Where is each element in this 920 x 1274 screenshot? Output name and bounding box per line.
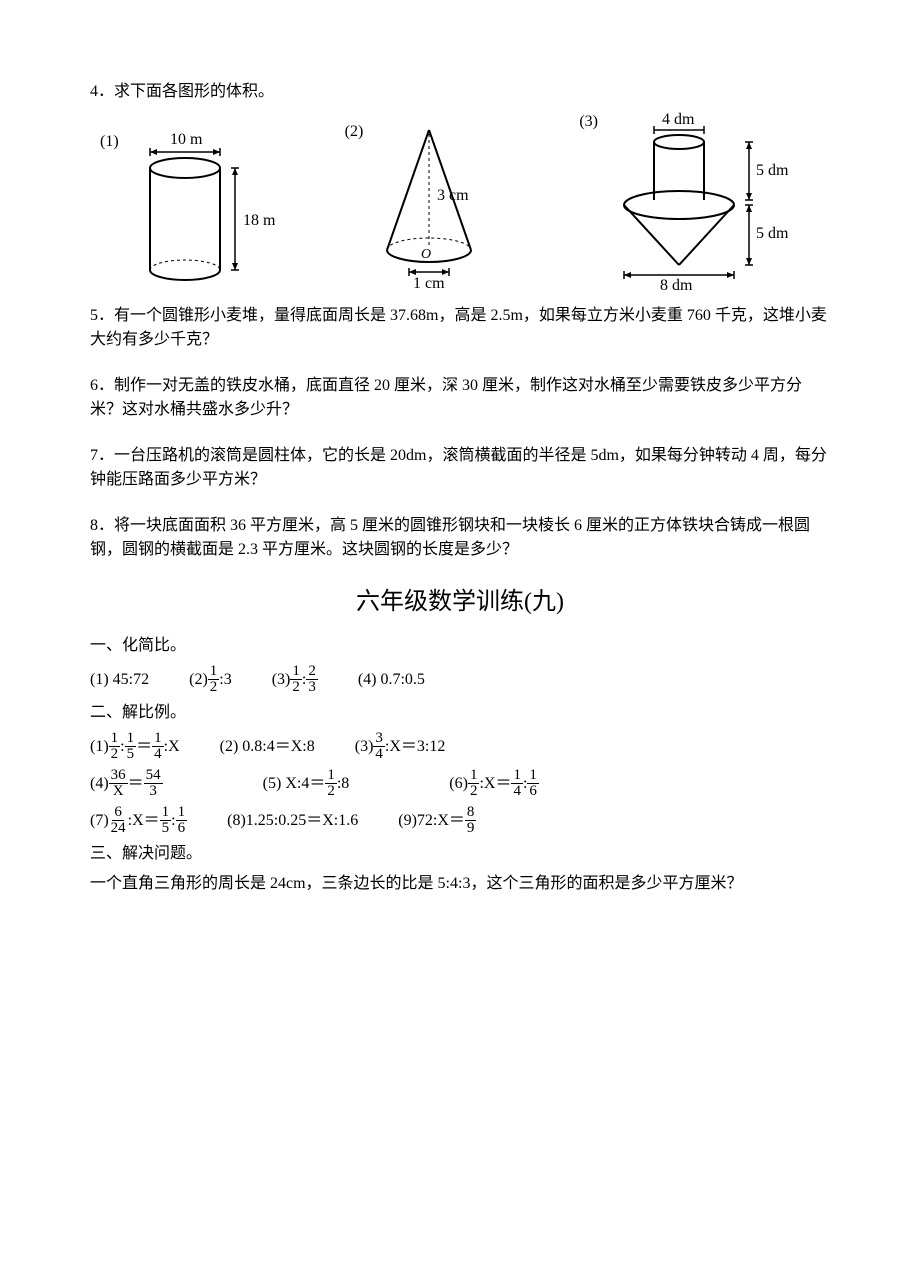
- s2-r1: (1) 12 : 15 ＝ 14 :X (2) 0.8:4＝X:8 (3) 34…: [90, 731, 830, 762]
- fig3-topw: 4 dm: [662, 111, 695, 128]
- s2-i1: (1) 12 : 15 ＝ 14 :X: [90, 731, 180, 762]
- q5: 5．有一个圆锥形小麦堆，量得底面周长是 37.68m，高是 2.5m，如果每立方…: [90, 304, 830, 352]
- s1-head: 一、化简比。: [90, 634, 830, 658]
- frac-num: 1: [208, 664, 220, 680]
- s2-i7: (7) 624 :X＝ 15 : 16: [90, 805, 187, 836]
- frac-num: 6: [112, 805, 124, 821]
- frac-num: 3: [373, 731, 385, 747]
- frac-den: 9: [465, 821, 477, 836]
- q4-figures: (1) 10 m 18 m (2): [90, 110, 830, 290]
- fig1-d-label: 10 m: [170, 131, 203, 148]
- q4-prompt: 4．求下面各图形的体积。: [90, 80, 830, 104]
- txt: :X＝: [479, 772, 511, 796]
- frac-den: 4: [511, 784, 523, 799]
- fig2-d-label: 1 cm: [413, 275, 445, 290]
- fig2-center: O: [421, 247, 431, 262]
- frac-den: 2: [208, 680, 220, 695]
- fig1-label: (1): [100, 130, 119, 154]
- txt: :8: [337, 772, 349, 796]
- fig1-h-label: 18 m: [243, 212, 275, 229]
- frac-num: 1: [325, 768, 337, 784]
- s3-q: 一个直角三角形的周长是 24cm，三条边长的比是 5:4:3，这个三角形的面积是…: [90, 872, 830, 896]
- s2-i5: (5) X:4＝ 12 :8: [263, 768, 350, 799]
- s2-r3: (7) 624 :X＝ 15 : 16 (8)1.25:0.25＝X:1.6 (…: [90, 805, 830, 836]
- fig2-h-label: 3 cm: [437, 187, 469, 204]
- txt: :X: [164, 735, 180, 759]
- txt: (9)72:X＝: [398, 809, 465, 833]
- frac-num: 1: [527, 768, 539, 784]
- frac-den: 4: [152, 747, 164, 762]
- txt: (3): [355, 735, 374, 759]
- fig2-cone: O 3 cm 1 cm: [369, 120, 509, 290]
- frac-den: 2: [290, 680, 302, 695]
- fig1-cylinder: 10 m 18 m: [125, 130, 275, 290]
- s2-i3: (3) 34 :X＝3:12: [355, 731, 446, 762]
- s2-i9: (9)72:X＝ 89: [398, 805, 476, 836]
- q8: 8．将一块底面面积 36 平方厘米，高 5 厘米的圆锥形钢块和一块棱长 6 厘米…: [90, 514, 830, 562]
- frac-den: 6: [527, 784, 539, 799]
- frac-num: 1: [125, 731, 137, 747]
- fig3-composite: 4 dm 5 dm 5 dm: [604, 110, 794, 290]
- frac-den: 3: [306, 680, 318, 695]
- frac-num: 1: [176, 805, 188, 821]
- frac-den: 2: [468, 784, 480, 799]
- s1-i4: (4) 0.7:0.5: [358, 668, 425, 692]
- txt: (5) X:4＝: [263, 772, 326, 796]
- frac-num: 1: [290, 664, 302, 680]
- s1-row: (1) 45:72 (2) 12 :3 (3) 12 : 23 (4) 0.7:…: [90, 664, 830, 695]
- frac-num: 1: [160, 805, 172, 821]
- s2-i8: (8)1.25:0.25＝X:1.6: [227, 809, 358, 833]
- txt: ＝: [128, 772, 144, 796]
- frac-num: 36: [109, 768, 128, 784]
- frac-num: 1: [109, 731, 121, 747]
- frac-den: 24: [109, 821, 128, 836]
- frac-den: 2: [325, 784, 337, 799]
- fig3-both: 5 dm: [756, 225, 789, 242]
- txt: (1): [90, 735, 109, 759]
- frac-den: X: [111, 784, 126, 799]
- s1-i1: (1) 45:72: [90, 668, 149, 692]
- frac-den: 3: [147, 784, 159, 799]
- section-title: 六年级数学训练(九): [90, 584, 830, 620]
- s2-head: 二、解比例。: [90, 701, 830, 725]
- frac-den: 2: [109, 747, 121, 762]
- s2-i6: (6) 12 :X＝ 14 : 16: [449, 768, 539, 799]
- frac-num: 2: [306, 664, 318, 680]
- s2-r2: (4) 36X ＝ 543 (5) X:4＝ 12 :8 (6) 12 :X＝ …: [90, 768, 830, 799]
- s1-i2: (2) 12 :3: [189, 664, 232, 695]
- txt: (7): [90, 809, 109, 833]
- fig3-label: (3): [579, 110, 598, 134]
- s2-i2: (2) 0.8:4＝X:8: [220, 735, 315, 759]
- frac-num: 1: [152, 731, 164, 747]
- s1-i2-pre: (2): [189, 668, 208, 692]
- frac-num: 1: [511, 768, 523, 784]
- q7: 7．一台压路机的滚筒是圆柱体，它的长是 20dm，滚筒横截面的半径是 5dm，如…: [90, 444, 830, 492]
- s1-i3-pre: (3): [272, 668, 291, 692]
- s1-i2-post: :3: [219, 668, 231, 692]
- s1-i3: (3) 12 : 23: [272, 664, 318, 695]
- fig3-toph: 5 dm: [756, 162, 789, 179]
- frac-den: 6: [176, 821, 188, 836]
- frac-num: 8: [465, 805, 477, 821]
- frac-num: 54: [144, 768, 163, 784]
- txt: (6): [449, 772, 468, 796]
- frac-den: 5: [125, 747, 137, 762]
- s2-i4: (4) 36X ＝ 543: [90, 768, 163, 799]
- q6: 6．制作一对无盖的铁皮水桶，底面直径 20 厘米，深 30 厘米，制作这对水桶至…: [90, 374, 830, 422]
- fig2-label: (2): [345, 120, 364, 144]
- s3-head: 三、解决问题。: [90, 842, 830, 866]
- frac-num: 1: [468, 768, 480, 784]
- fig3-botw: 8 dm: [660, 277, 693, 290]
- frac-den: 5: [160, 821, 172, 836]
- txt: ＝: [136, 735, 152, 759]
- txt: :X＝: [128, 809, 160, 833]
- txt: (4): [90, 772, 109, 796]
- frac-den: 4: [373, 747, 385, 762]
- txt: :X＝3:12: [385, 735, 445, 759]
